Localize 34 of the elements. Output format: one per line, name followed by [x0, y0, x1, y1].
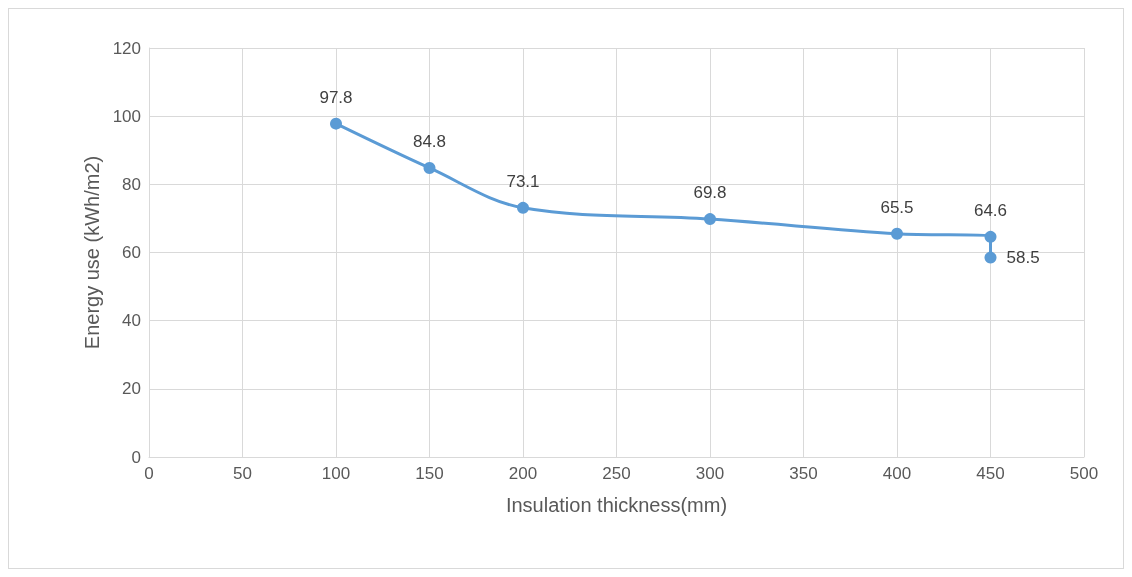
y-tick-label: 80 [122, 174, 141, 194]
data-label: 73.1 [506, 171, 540, 191]
y-tick-label: 100 [112, 106, 141, 126]
data-label: 64.6 [973, 200, 1008, 220]
x-tick-label: 500 [1069, 464, 1099, 483]
x-tick-label: 250 [602, 464, 631, 483]
y-axis-title: Energy use (kWh/m2) [80, 155, 103, 350]
y-tick-label: 60 [122, 243, 141, 262]
x-axis-title: Insulation thickness(mm) [505, 494, 728, 516]
x-tick-label: 150 [415, 464, 444, 483]
data-label: 65.5 [880, 197, 914, 217]
x-tick-label: 200 [508, 464, 538, 483]
point [330, 117, 342, 130]
point [984, 251, 997, 264]
point [423, 161, 436, 174]
x-tick-label: 400 [882, 464, 912, 483]
y-tick-label: 20 [122, 379, 141, 399]
y-tick-label: 120 [112, 38, 141, 58]
x-tick-label: 350 [789, 464, 818, 483]
y-tick-label: 40 [122, 311, 141, 331]
data-label: 58.5 [1006, 248, 1040, 268]
x-tick-label: 100 [321, 464, 351, 483]
y-tick-label: 0 [131, 447, 141, 467]
x-tick-label: 300 [695, 464, 725, 483]
x-tick-label: 450 [976, 464, 1005, 483]
point [517, 201, 529, 214]
data-label: 84.8 [412, 131, 447, 151]
point [704, 213, 716, 226]
data-label: 97.8 [319, 87, 353, 107]
x-tick-label: 0 [144, 464, 154, 483]
point [984, 230, 997, 243]
data-label: 69.8 [693, 183, 727, 203]
x-tick-label: 50 [233, 464, 252, 483]
point [891, 227, 903, 240]
